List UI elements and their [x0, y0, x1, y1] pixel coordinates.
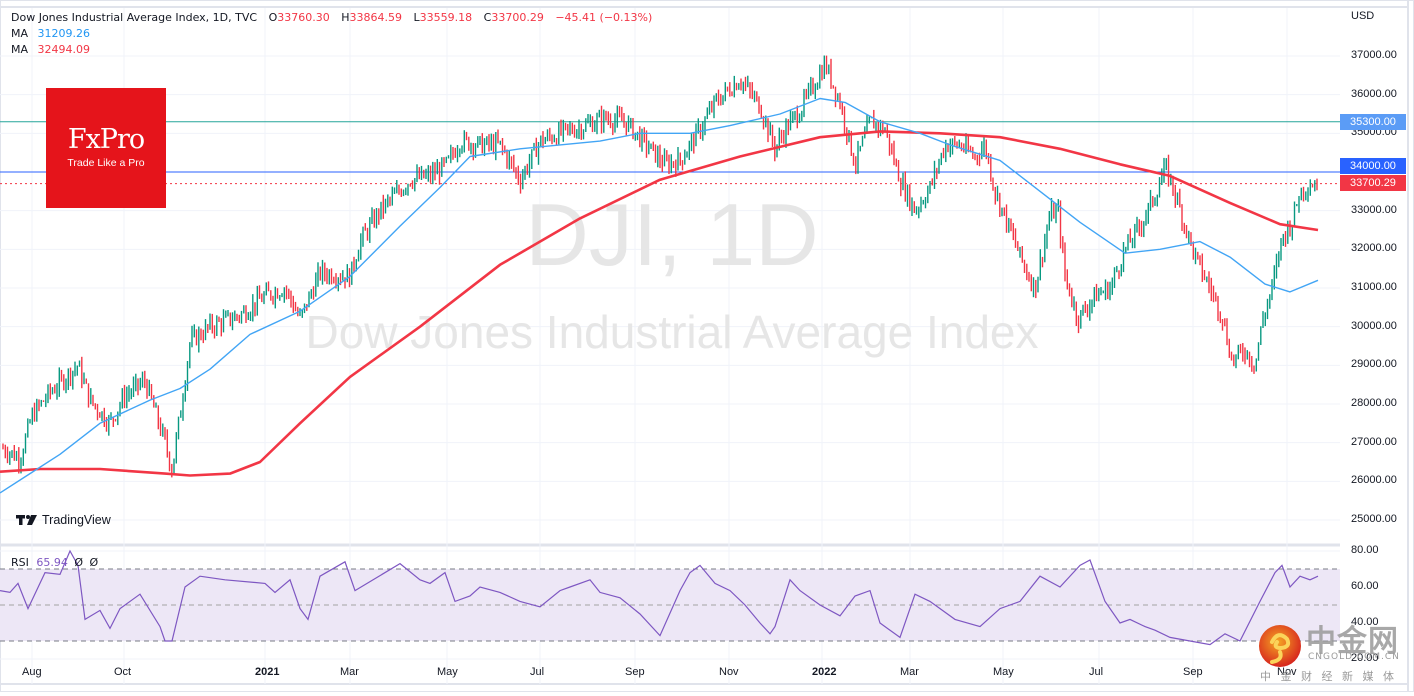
ma-fast-value: 31209.26 — [37, 27, 91, 40]
rsi-extra-2: Ø — [89, 556, 99, 569]
time-label: Sep — [1183, 666, 1203, 678]
price-tick: 31000.00 — [1351, 281, 1397, 293]
change-value: −45.41 (−0.13%) — [555, 11, 653, 24]
fxpro-logo: FxPro Trade Like a Pro — [46, 88, 166, 208]
time-label: May — [993, 666, 1014, 678]
open-value: 33760.30 — [277, 11, 330, 24]
rsi-legend[interactable]: RSI 65.94 Ø Ø — [11, 556, 98, 569]
symbol-title: Dow Jones Industrial Average Index, 1D, … — [11, 11, 258, 24]
cngold-watermark: 中金网 CNGOLD.COM.CN 中 金 财 经 新 媒 体 — [1250, 612, 1410, 692]
ohlc-row[interactable]: Dow Jones Industrial Average Index, 1D, … — [11, 10, 654, 26]
high-value: 33864.59 — [349, 11, 403, 24]
high-label: H — [341, 11, 350, 24]
price-tick: 27000.00 — [1351, 435, 1397, 448]
watermark-name: Dow Jones Industrial Average Index — [305, 306, 1038, 358]
rsi-tick: 20.00 — [1351, 652, 1379, 664]
price-tick: 26000.00 — [1351, 474, 1397, 487]
ma-fast-legend[interactable]: MA 31209.26 — [11, 26, 654, 42]
price-tag: 33700.29 — [1340, 175, 1406, 191]
rsi-tick: 60.00 — [1351, 580, 1379, 592]
time-label: Nov — [1277, 666, 1297, 678]
price-tick: 36000.00 — [1351, 87, 1397, 100]
price-tick: 37000.00 — [1351, 49, 1397, 61]
time-label: Mar — [340, 666, 359, 678]
price-tick: 28000.00 — [1351, 397, 1397, 409]
cngold-subtitle: 中 金 财 经 新 媒 体 — [1260, 670, 1397, 683]
time-label: Nov — [719, 666, 739, 678]
price-tick: 33000.00 — [1351, 203, 1397, 216]
cngold-logo-icon — [1259, 625, 1301, 667]
low-label: L — [413, 11, 420, 24]
price-tick: 30000.00 — [1351, 319, 1397, 332]
fxpro-tagline: Trade Like a Pro — [67, 157, 145, 169]
price-tick: 29000.00 — [1351, 358, 1397, 371]
cngold-title: 中金网 — [1306, 624, 1399, 659]
close-label: C — [483, 11, 492, 24]
symbol-legend: Dow Jones Industrial Average Index, 1D, … — [11, 10, 654, 58]
price-tag: 34000.00 — [1340, 158, 1406, 174]
ma-fast-label: MA — [11, 27, 29, 40]
price-tick: 25000.00 — [1351, 513, 1397, 525]
tradingview-icon — [16, 515, 37, 525]
ma-slow-value: 32494.09 — [37, 43, 91, 56]
time-label: 2022 — [812, 666, 837, 678]
fxpro-brand: FxPro — [67, 124, 145, 155]
rsi-tick: 40.00 — [1351, 616, 1379, 628]
cngold-domain: CNGOLD.COM.CN — [1308, 652, 1400, 662]
open-label: O — [268, 11, 278, 24]
price-tag: 35300.00 — [1340, 113, 1406, 130]
price-tick: 32000.00 — [1351, 242, 1397, 255]
time-axis[interactable]: Aug Oct 2021 Mar May Jul Sep Nov 2022 Mar May Jul Se… — [0, 662, 1340, 684]
rsi-value: 65.94 — [36, 556, 68, 569]
time-label: Aug — [22, 666, 42, 678]
time-label: May — [437, 666, 458, 678]
rsi-extra-1: Ø — [74, 556, 84, 569]
ma-slow-legend[interactable]: MA 32494.09 — [11, 42, 654, 58]
time-label: Jul — [530, 666, 545, 678]
time-label: Sep — [625, 666, 645, 678]
watermark-ticker: DJI, 1D — [525, 185, 818, 284]
tradingview-logo[interactable]: TradingView — [16, 513, 111, 527]
price-axis[interactable]: USD — [1340, 8, 1408, 545]
time-label: 2021 — [255, 666, 280, 678]
tradingview-label: TradingView — [42, 513, 111, 527]
time-label: Jul — [1089, 666, 1104, 678]
ma-slow-label: MA — [11, 43, 29, 56]
rsi-tick: 80.00 — [1351, 544, 1379, 556]
currency-label: USD — [1351, 10, 1375, 22]
time-label: Mar — [900, 666, 919, 678]
low-value: 33559.18 — [419, 11, 473, 24]
close-value: 33700.29 — [491, 11, 544, 24]
time-label: Oct — [114, 666, 132, 678]
rsi-label: RSI — [11, 556, 29, 569]
